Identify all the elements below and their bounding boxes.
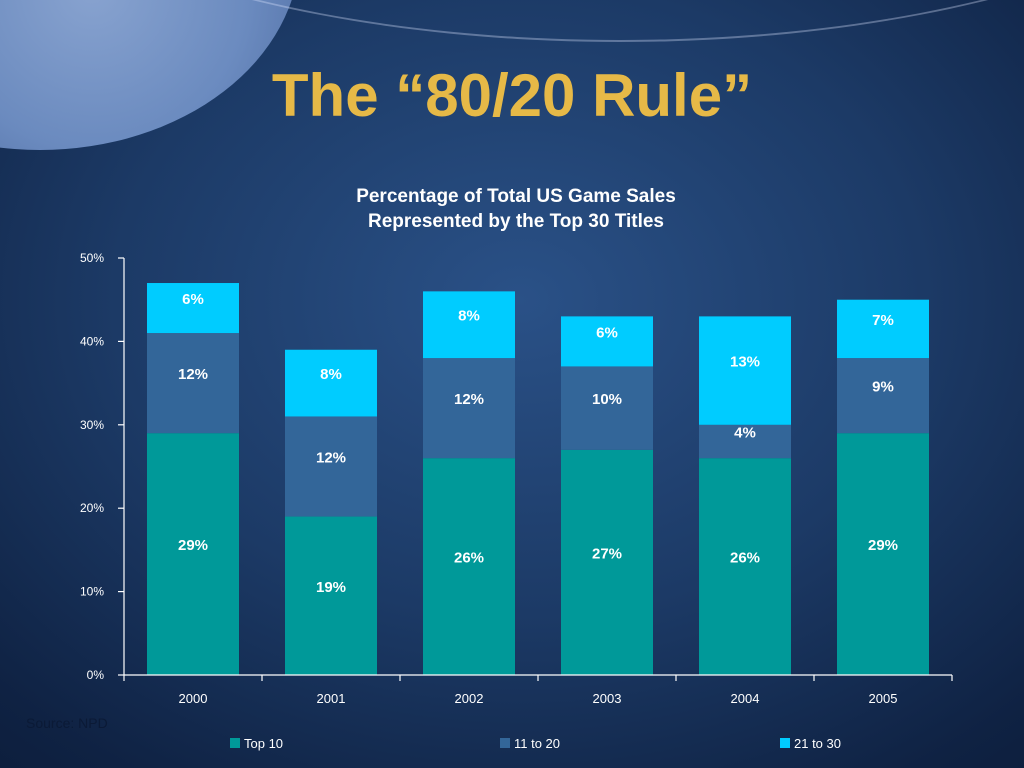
legend-label-series-1: Top 10: [244, 736, 283, 751]
data-label-2005-series-3: 7%: [872, 312, 894, 329]
data-label-2005-series-1: 29%: [868, 537, 898, 554]
source-note: Source: NPD: [26, 715, 108, 731]
data-label-2002-series-1: 26%: [454, 550, 484, 567]
x-tick-label: 2005: [869, 691, 898, 706]
data-label-2001-series-1: 19%: [316, 579, 346, 596]
bar-segment-2004-series-3: [699, 316, 791, 425]
bar-segment-2001-series-1: [285, 516, 377, 675]
y-tick-label: 10%: [80, 585, 104, 599]
data-label-2003-series-2: 10%: [592, 391, 622, 408]
chart-title-line-2: Represented by the Top 30 Titles: [368, 211, 664, 232]
slide-title: The “80/20 Rule”: [271, 62, 753, 129]
bar-segment-2000-series-1: [147, 433, 239, 675]
data-label-2005-series-2: 9%: [872, 379, 894, 396]
bar-segment-2004-series-2: [699, 424, 791, 459]
data-label-2000-series-2: 12%: [178, 366, 208, 383]
data-label-2004-series-3: 13%: [730, 354, 760, 371]
bar-segment-2005-series-1: [837, 433, 929, 675]
x-tick-label: 2001: [317, 691, 346, 706]
bar-segment-2002-series-3: [423, 291, 515, 359]
data-label-2002-series-2: 12%: [454, 391, 484, 408]
legend-swatch-series-1: [230, 738, 240, 748]
bar-segment-2001-series-2: [285, 416, 377, 517]
data-label-2002-series-3: 8%: [458, 308, 480, 325]
data-label-2000-series-1: 29%: [178, 537, 208, 554]
legend-label-series-2: 11 to 20: [514, 736, 560, 751]
data-label-2001-series-3: 8%: [320, 366, 342, 383]
y-tick-label: 50%: [80, 251, 104, 265]
y-tick-label: 0%: [87, 668, 105, 682]
y-tick-label: 40%: [80, 334, 104, 348]
x-tick-label: 2000: [179, 691, 208, 706]
bar-segment-2003-series-3: [561, 316, 653, 367]
data-label-2003-series-3: 6%: [596, 324, 618, 341]
bar-segment-2003-series-1: [561, 449, 653, 675]
x-tick-label: 2004: [731, 691, 760, 706]
data-label-2004-series-2: 4%: [734, 424, 756, 441]
x-tick-label: 2003: [593, 691, 622, 706]
bar-segment-2004-series-1: [699, 458, 791, 675]
bar-segment-2000-series-2: [147, 333, 239, 434]
bar-segment-2002-series-1: [423, 458, 515, 675]
y-tick-label: 30%: [80, 418, 104, 432]
data-label-2004-series-1: 26%: [730, 550, 760, 567]
y-tick-label: 20%: [80, 501, 104, 515]
data-label-2003-series-1: 27%: [592, 545, 622, 562]
bar-segment-2002-series-2: [423, 358, 515, 459]
bar-segment-2001-series-3: [285, 349, 377, 417]
bar-segment-2005-series-2: [837, 358, 929, 434]
bar-segment-2003-series-2: [561, 366, 653, 450]
x-tick-label: 2002: [455, 691, 484, 706]
legend-swatch-series-3: [780, 738, 790, 748]
bar-segment-2000-series-3: [147, 283, 239, 334]
legend-swatch-series-2: [500, 738, 510, 748]
chart-title-line-1: Percentage of Total US Game Sales: [356, 186, 676, 207]
legend-label-series-3: 21 to 30: [794, 736, 841, 751]
data-label-2001-series-2: 12%: [316, 450, 346, 467]
bar-segment-2005-series-3: [837, 299, 929, 359]
data-label-2000-series-3: 6%: [182, 291, 204, 308]
